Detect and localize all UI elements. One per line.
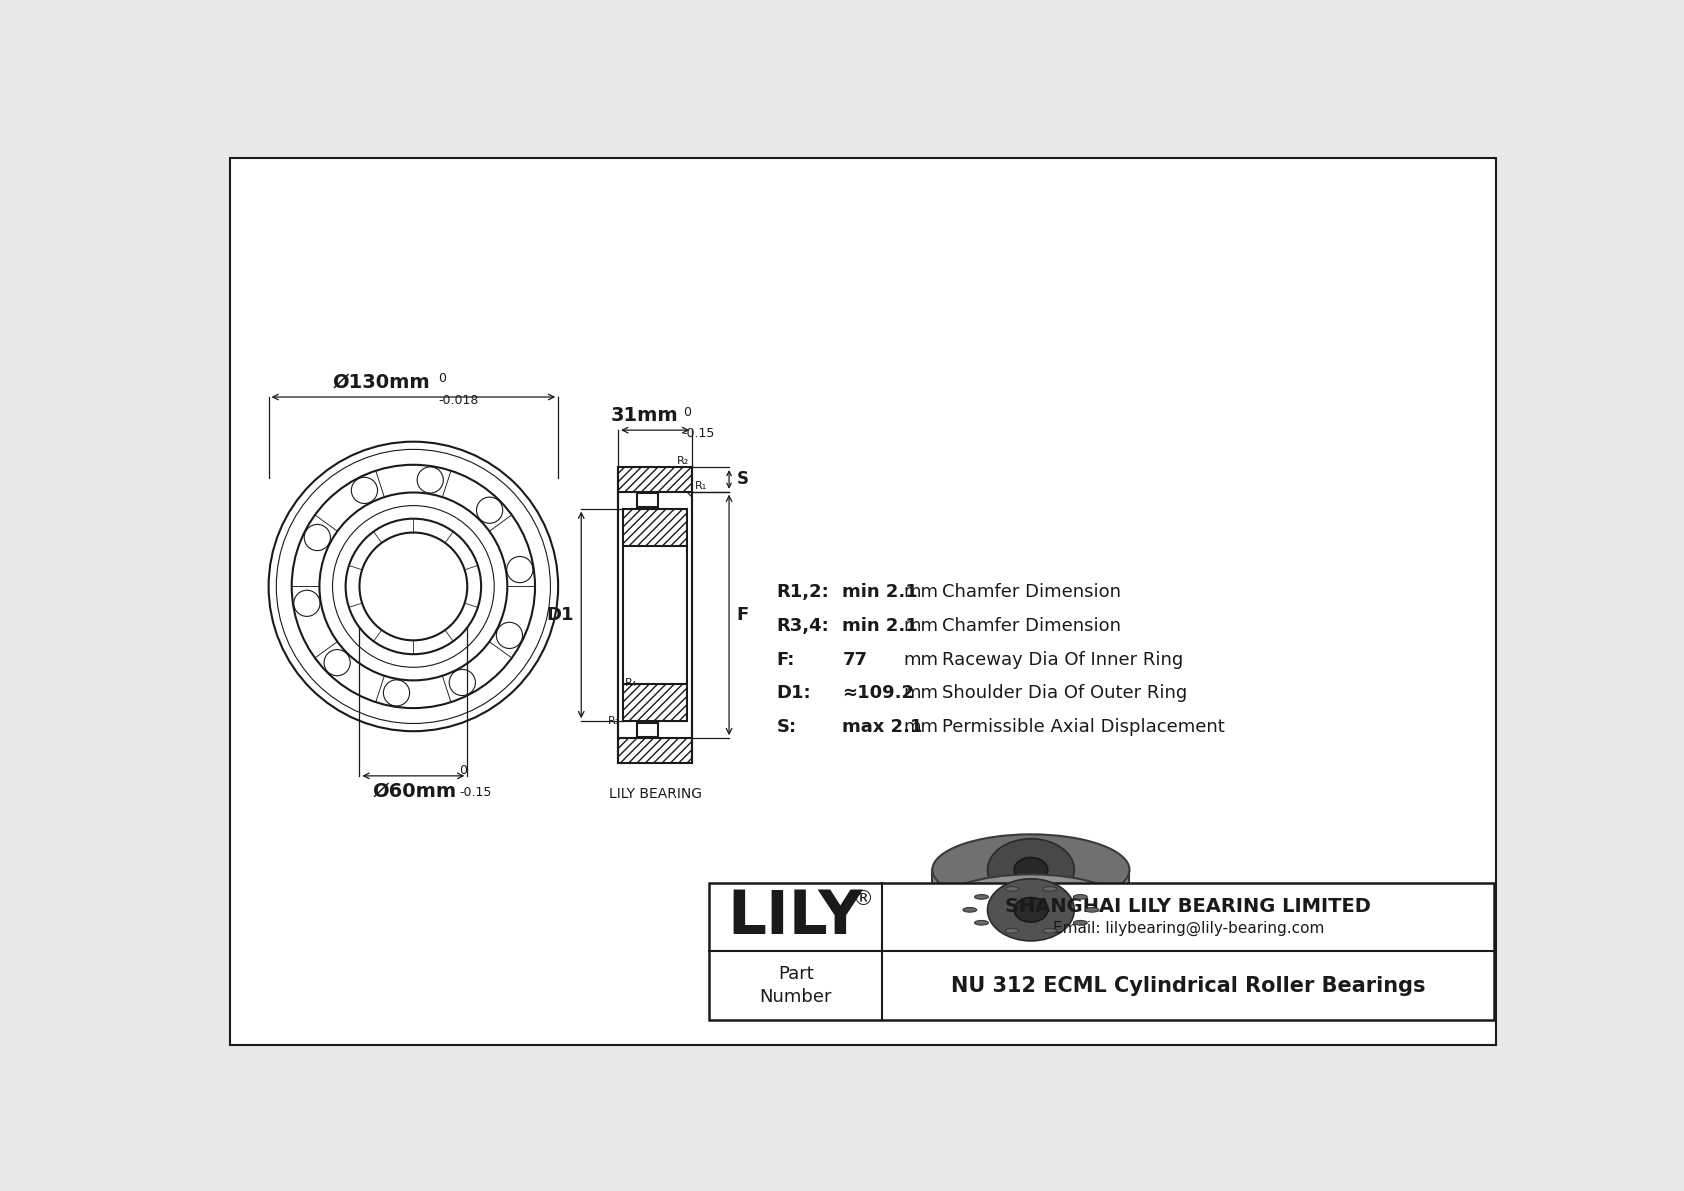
Text: mm: mm — [904, 582, 940, 600]
Bar — [623, 509, 687, 545]
Bar — [637, 723, 658, 736]
Text: Chamfer Dimension: Chamfer Dimension — [943, 617, 1122, 635]
Text: mm: mm — [904, 685, 940, 703]
Ellipse shape — [1005, 929, 1019, 933]
Text: -0.018: -0.018 — [438, 394, 478, 407]
Text: mm: mm — [904, 718, 940, 736]
Text: -0.15: -0.15 — [460, 786, 492, 799]
Text: R₂: R₂ — [677, 456, 689, 466]
Bar — [709, 883, 1494, 1019]
Text: S: S — [738, 470, 749, 488]
Bar — [637, 493, 658, 507]
Text: NU 312 ECML Cylindrical Roller Bearings: NU 312 ECML Cylindrical Roller Bearings — [951, 975, 1426, 996]
Ellipse shape — [1042, 886, 1058, 891]
Text: ®: ® — [852, 888, 872, 909]
Text: Permissible Axial Displacement: Permissible Axial Displacement — [943, 718, 1224, 736]
Text: F:: F: — [776, 650, 795, 668]
Ellipse shape — [1005, 886, 1019, 891]
Ellipse shape — [1014, 898, 1047, 922]
Ellipse shape — [1073, 921, 1088, 925]
Text: 0: 0 — [438, 373, 446, 386]
Ellipse shape — [1084, 908, 1100, 912]
Text: mm: mm — [904, 650, 940, 668]
Ellipse shape — [975, 921, 989, 925]
Text: Ø130mm: Ø130mm — [332, 373, 429, 392]
Text: -0.15: -0.15 — [684, 428, 716, 439]
Text: D1:: D1: — [776, 685, 812, 703]
Text: R₄: R₄ — [625, 678, 637, 687]
Text: R₁: R₁ — [694, 481, 707, 491]
Text: S:: S: — [776, 718, 797, 736]
Text: F: F — [738, 606, 749, 624]
Text: Chamfer Dimension: Chamfer Dimension — [943, 582, 1122, 600]
Ellipse shape — [963, 908, 977, 912]
Text: max 2.1: max 2.1 — [842, 718, 923, 736]
Text: LILY: LILY — [727, 887, 862, 947]
Text: D1: D1 — [546, 606, 574, 624]
Bar — [623, 685, 687, 722]
Text: min 2.1: min 2.1 — [842, 582, 918, 600]
Text: R1,2:: R1,2: — [776, 582, 830, 600]
Text: 77: 77 — [842, 650, 867, 668]
Text: R3,4:: R3,4: — [776, 617, 830, 635]
Ellipse shape — [1073, 894, 1088, 899]
Text: 0: 0 — [684, 406, 690, 418]
Text: Ø60mm: Ø60mm — [372, 781, 456, 800]
Ellipse shape — [1014, 858, 1047, 883]
Ellipse shape — [1042, 929, 1058, 933]
Ellipse shape — [975, 894, 989, 899]
Text: Raceway Dia Of Inner Ring: Raceway Dia Of Inner Ring — [943, 650, 1184, 668]
Ellipse shape — [933, 835, 1130, 905]
Bar — [618, 738, 692, 762]
Ellipse shape — [987, 838, 1074, 900]
Text: Part
Number: Part Number — [759, 965, 832, 1006]
Text: LILY BEARING: LILY BEARING — [608, 787, 702, 802]
Text: ≈109.2: ≈109.2 — [842, 685, 914, 703]
Text: Email: lilybearing@lily-bearing.com: Email: lilybearing@lily-bearing.com — [1052, 921, 1324, 936]
Text: SHANGHAI LILY BEARING LIMITED: SHANGHAI LILY BEARING LIMITED — [1005, 897, 1371, 916]
Text: R₃: R₃ — [608, 716, 620, 727]
Text: 31mm: 31mm — [611, 406, 679, 425]
Bar — [933, 869, 1130, 910]
Ellipse shape — [933, 874, 1130, 946]
Text: mm: mm — [904, 617, 940, 635]
Text: 0: 0 — [460, 765, 468, 778]
Text: min 2.1: min 2.1 — [842, 617, 918, 635]
Ellipse shape — [987, 879, 1074, 941]
Text: Shoulder Dia Of Outer Ring: Shoulder Dia Of Outer Ring — [943, 685, 1187, 703]
Bar — [618, 467, 692, 492]
